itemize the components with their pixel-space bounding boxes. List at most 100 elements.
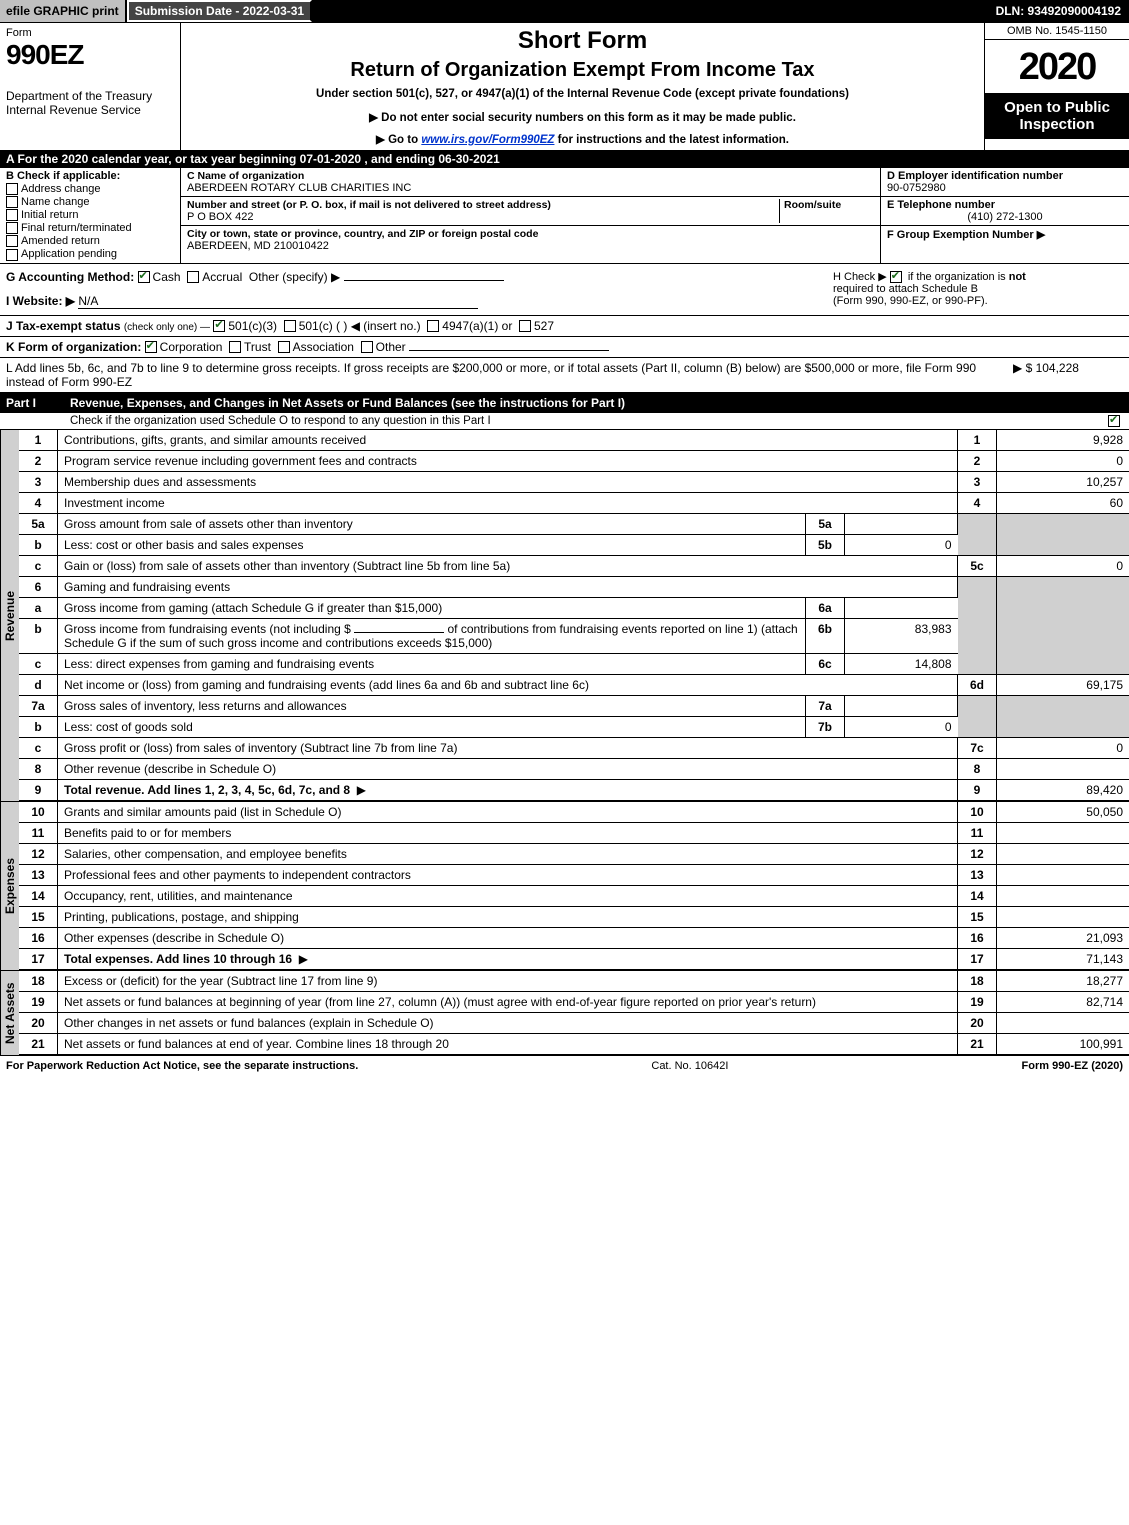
l5b-sv: 0 (845, 534, 958, 555)
chk-trust[interactable] (229, 341, 241, 353)
l5a-sv (845, 513, 958, 534)
l1-val: 9,928 (997, 430, 1129, 451)
line-h-text2: if the organization is (908, 271, 1006, 283)
l3-val: 10,257 (997, 471, 1129, 492)
omb-number: OMB No. 1545-1150 (985, 23, 1129, 40)
chk-501c3[interactable] (213, 320, 225, 332)
line-l: L Add lines 5b, 6c, and 7b to line 9 to … (0, 358, 1129, 393)
l8-rn: 8 (958, 758, 997, 779)
chk-other-org-label: Other (376, 340, 406, 354)
chk-name-change[interactable]: Name change (6, 196, 174, 208)
l10-text: Grants and similar amounts paid (list in… (64, 805, 341, 819)
chk-association[interactable] (278, 341, 290, 353)
l20-rn: 20 (958, 1012, 997, 1033)
l21-rn: 21 (958, 1033, 997, 1054)
l15-num: 15 (19, 906, 58, 927)
chk-address-change[interactable]: Address change (6, 183, 174, 195)
line-4: 4 Investment income 4 60 (19, 492, 1129, 513)
line-9: 9 Total revenue. Add lines 1, 2, 3, 4, 5… (19, 779, 1129, 800)
line-5c: c Gain or (loss) from sale of assets oth… (19, 555, 1129, 576)
line-21: 21Net assets or fund balances at end of … (19, 1033, 1129, 1054)
tax-year: 2020 (985, 40, 1129, 93)
chk-final-return[interactable]: Final return/terminated (6, 222, 174, 234)
l13-num: 13 (19, 864, 58, 885)
line-6d: d Net income or (loss) from gaming and f… (19, 674, 1129, 695)
l4-val: 60 (997, 492, 1129, 513)
revenue-section: Revenue 1 Contributions, gifts, grants, … (0, 430, 1129, 802)
line-11: 11Benefits paid to or for members11 (19, 822, 1129, 843)
l16-num: 16 (19, 927, 58, 948)
l12-num: 12 (19, 843, 58, 864)
l14-rn: 14 (958, 885, 997, 906)
chk-accrual[interactable] (187, 271, 199, 283)
l5b-num: b (19, 534, 58, 555)
expenses-side-label: Expenses (0, 802, 19, 970)
chk-527[interactable] (519, 320, 531, 332)
chk-corporation[interactable] (145, 341, 157, 353)
l11-text: Benefits paid to or for members (64, 826, 231, 840)
line-16: 16Other expenses (describe in Schedule O… (19, 927, 1129, 948)
l21-val: 100,991 (997, 1033, 1129, 1054)
l17-text: Total expenses. Add lines 10 through 16 (64, 952, 292, 966)
sched-o-text: Check if the organization used Schedule … (70, 415, 491, 427)
form-number: 990EZ (6, 39, 174, 71)
l6b-sl: 6b (806, 618, 845, 653)
l9-num: 9 (19, 779, 58, 800)
chk-501c[interactable] (284, 320, 296, 332)
org-address: P O BOX 422 (187, 211, 779, 223)
footer-left: For Paperwork Reduction Act Notice, see … (6, 1060, 358, 1072)
ein-label: D Employer identification number (887, 170, 1123, 182)
box-b-title: B Check if applicable: (6, 170, 174, 182)
footer-form-ref: Form 990-EZ (2020) (1022, 1060, 1123, 1072)
website-value: N/A (78, 294, 478, 309)
l6c-sl: 6c (806, 653, 845, 674)
l5b-text: Less: cost or other basis and sales expe… (64, 538, 303, 552)
group-exemption-label: F Group Exemption Number ▶ (887, 228, 1123, 241)
l4-text: Investment income (64, 496, 165, 510)
return-title: Return of Organization Exempt From Incom… (189, 59, 976, 82)
chk-corporation-label: Corporation (160, 340, 223, 354)
l3-rn: 3 (958, 471, 997, 492)
l2-num: 2 (19, 450, 58, 471)
l7b-num: b (19, 716, 58, 737)
header-center: Short Form Return of Organization Exempt… (181, 23, 985, 150)
chk-schedule-b-not-required[interactable] (890, 271, 902, 283)
l15-text: Printing, publications, postage, and shi… (64, 910, 299, 924)
l8-val (997, 758, 1129, 779)
l5c-text: Gain or (loss) from sale of assets other… (64, 559, 510, 573)
chk-application-pending[interactable]: Application pending (6, 248, 174, 260)
line-7c: c Gross profit or (loss) from sales of i… (19, 737, 1129, 758)
open-to-public: Open to Public Inspection (985, 93, 1129, 139)
l7c-rn: 7c (958, 737, 997, 758)
chk-other-org[interactable] (361, 341, 373, 353)
l14-val (997, 885, 1129, 906)
l7b-sv: 0 (845, 716, 958, 737)
l6a-text: Gross income from gaming (attach Schedul… (64, 601, 442, 615)
chk-4947a1[interactable] (427, 320, 439, 332)
l3-num: 3 (19, 471, 58, 492)
chk-527-label: 527 (534, 319, 554, 333)
page-footer: For Paperwork Reduction Act Notice, see … (0, 1056, 1129, 1076)
l10-rn: 10 (958, 802, 997, 823)
line-1: 1 Contributions, gifts, grants, and simi… (19, 430, 1129, 451)
efile-print-label[interactable]: efile GRAPHIC print (0, 0, 127, 22)
header-right: OMB No. 1545-1150 2020 Open to Public In… (985, 23, 1129, 150)
chk-initial-return[interactable]: Initial return (6, 209, 174, 221)
l2-rn: 2 (958, 450, 997, 471)
chk-amended-return[interactable]: Amended return (6, 235, 174, 247)
l1-num: 1 (19, 430, 58, 451)
l8-text: Other revenue (describe in Schedule O) (64, 762, 276, 776)
goto-line: ▶ Go to www.irs.gov/Form990EZ for instru… (189, 132, 976, 146)
chk-sched-o[interactable] (1108, 415, 1120, 427)
form-word: Form (6, 27, 174, 39)
chk-cash[interactable] (138, 271, 150, 283)
l19-rn: 19 (958, 991, 997, 1012)
line-13: 13Professional fees and other payments t… (19, 864, 1129, 885)
box-c: C Name of organization ABERDEEN ROTARY C… (181, 168, 881, 263)
l7a-num: 7a (19, 695, 58, 716)
l19-num: 19 (19, 991, 58, 1012)
org-city: ABERDEEN, MD 210010422 (187, 240, 874, 252)
irs-link[interactable]: www.irs.gov/Form990EZ (421, 134, 554, 146)
part-i-label: Part I (6, 396, 70, 410)
l20-val (997, 1012, 1129, 1033)
